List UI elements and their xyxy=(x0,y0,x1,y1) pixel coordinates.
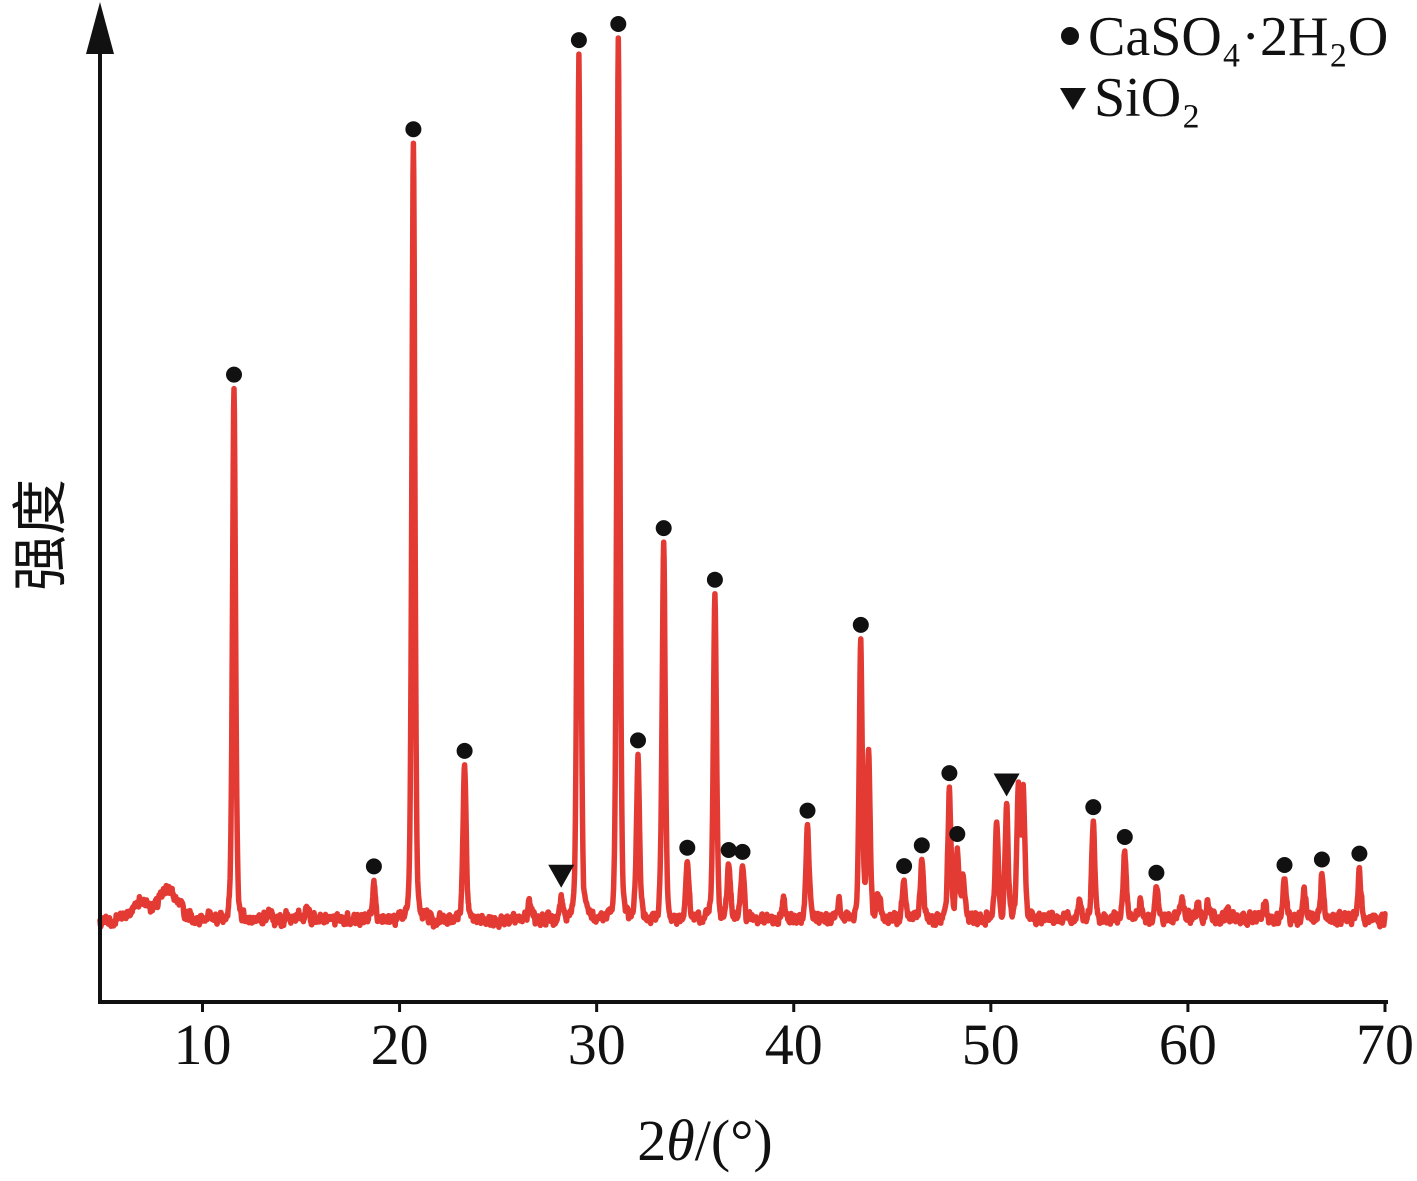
plot-area xyxy=(97,35,1388,931)
x-tick-label: 30 xyxy=(568,1012,626,1077)
caso4-peak-marker xyxy=(405,121,422,138)
sio2-peak-marker xyxy=(993,773,1020,797)
caso4-peak-marker xyxy=(1276,857,1293,873)
caso4-peak-marker xyxy=(456,742,473,759)
legend-item-sio2: SiO₂ xyxy=(1060,67,1201,129)
legend-label-sio2: SiO₂ xyxy=(1094,67,1201,129)
caso4-peak-marker xyxy=(896,858,913,875)
x-ticks xyxy=(200,1002,1387,1012)
x-tick-label: 60 xyxy=(1159,1012,1217,1077)
caso4-peak-marker xyxy=(1116,829,1133,845)
phase-markers xyxy=(226,16,1368,888)
axes xyxy=(86,2,1388,1012)
caso4-peak-marker xyxy=(949,826,966,842)
x-axis-label-part: /(°) xyxy=(695,1108,773,1173)
x-tick-label: 20 xyxy=(371,1012,429,1077)
x-tick-label: 10 xyxy=(174,1012,232,1077)
caso4-peak-marker xyxy=(610,16,627,32)
x-tick-labels: 10 20 30 40 50 60 70 xyxy=(174,1012,1415,1077)
x-axis-label-part: 2 xyxy=(637,1108,666,1173)
caso4-peak-marker xyxy=(630,732,646,749)
x-axis-label: 2θ/(°) xyxy=(637,1108,772,1173)
legend-item-caso4: CaSO₄·2H₂O xyxy=(1061,6,1388,68)
caso4-peak-marker xyxy=(913,837,930,854)
x-tick-label: 70 xyxy=(1356,1012,1414,1077)
caso4-peak-marker xyxy=(655,520,672,537)
caso4-peak-marker xyxy=(570,32,587,49)
caso4-peak-marker xyxy=(734,843,751,860)
caso4-peak-marker xyxy=(1148,864,1165,881)
caso4-peak-marker xyxy=(799,802,816,819)
caso4-peak-marker xyxy=(941,765,958,782)
caso4-peak-marker xyxy=(365,858,382,875)
caso4-peak-marker xyxy=(720,842,737,858)
xrd-pattern-line xyxy=(97,35,1388,931)
caso4-peak-marker xyxy=(226,366,242,383)
caso4-peak-marker xyxy=(852,616,869,633)
legend-label-caso4: CaSO₄·2H₂O xyxy=(1088,6,1388,68)
x-axis-label-part: θ xyxy=(666,1108,695,1173)
caso4-peak-marker xyxy=(1313,851,1330,868)
caso4-peak-marker xyxy=(1351,845,1368,862)
x-tick-label: 50 xyxy=(962,1012,1020,1077)
y-axis-arrow xyxy=(86,2,114,54)
legend: CaSO₄·2H₂O SiO₂ xyxy=(1060,6,1388,129)
x-tick-label: 40 xyxy=(765,1012,823,1077)
y-axis-label: 强度 xyxy=(9,479,74,591)
caso4-peak-marker xyxy=(1085,799,1102,816)
caso4-peak-marker xyxy=(679,839,696,856)
legend-triangle-symbol xyxy=(1060,88,1086,110)
sio2-peak-marker xyxy=(548,864,575,888)
legend-circle-symbol xyxy=(1061,27,1079,45)
caso4-peak-marker xyxy=(706,571,723,588)
